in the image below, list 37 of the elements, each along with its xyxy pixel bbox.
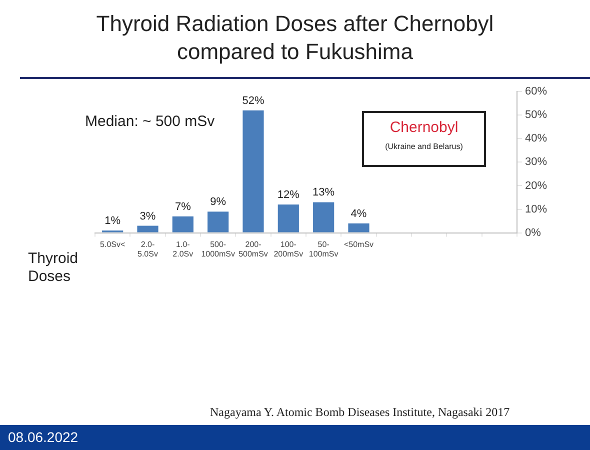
bar [278,204,299,232]
x-tick-label: 1.0-2.0Sv [172,240,194,258]
y-tick-label: 30% [524,156,548,168]
x-tick-label: 2.0-5.0Sv [138,240,158,258]
y-tick-label: 40% [524,132,548,145]
x-tick-label: 500-1000mSv [201,240,235,258]
y-tick-label: 0% [524,226,542,239]
bar [208,212,229,232]
y-tick-label: 50% [524,109,548,122]
annotation: Median: ~ 500 mSv [85,113,215,130]
annotation: (Ukraine and Belarus) [384,142,464,151]
data-label: 12% [277,189,300,202]
data-label: 7% [174,200,192,213]
y-tick-label: 60% [524,86,548,98]
x-tick-label: 50-100mSv [308,240,338,258]
bar [137,226,158,232]
x-tick-label: 100-200mSv [274,240,304,258]
text: Nagayama Y. Atomic Bomb Diseases Institute, Nagasaki 2017 [210,405,510,420]
bar [348,223,370,232]
data-label: 52% [242,94,264,107]
y-tick-label: 10% [524,203,548,216]
annotation: Chernobyl [388,119,460,136]
data-label: 13% [312,186,335,199]
data-label: 1% [104,214,121,227]
bar [313,202,334,232]
bar [242,110,264,232]
footer-strip: 08.06.2022 [0,425,590,450]
x-tick-label: <50mSv [344,240,374,249]
x-tick-label: 5.0Sv< [100,240,126,249]
data-label: 4% [350,208,367,220]
bar [172,216,194,232]
x-tick-label: 200-500mSv [238,240,268,258]
data-label: 3% [140,210,156,222]
y-tick-label: 20% [524,180,548,192]
chart-title: Thyroid Radiation Doses after Chernobyl compared to Fukushima [95,10,495,66]
x-axis-title: Thyroid Doses [28,250,80,286]
data-label: 9% [210,196,226,208]
